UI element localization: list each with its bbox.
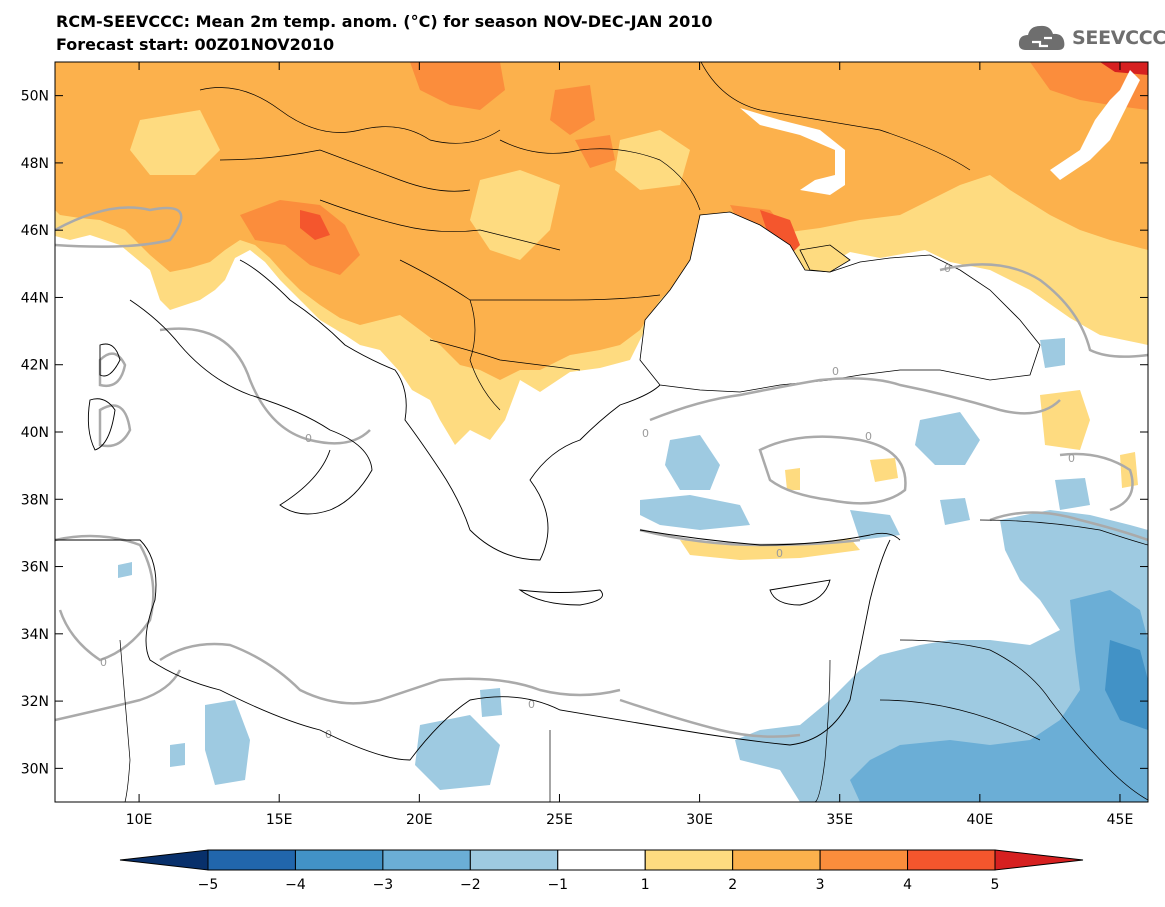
colorbar-tick-label: 5 (991, 877, 1000, 893)
contour-label: 0 (832, 365, 839, 378)
colorbar-tick-label: −5 (198, 877, 219, 893)
lat-tick-label: 44N (21, 290, 49, 306)
contour-label: 0 (776, 547, 783, 560)
warm-anomaly-4-5-region (300, 210, 330, 240)
warm-anomaly-3-4-region (575, 135, 615, 168)
lon-tick-label: 35E (826, 812, 853, 828)
latitude-axis: 50N 48N 46N 44N 42N 40N 38N 36N 34N 32N 30N (21, 89, 1148, 777)
cool-anomaly-2-3-region (850, 590, 1148, 802)
cool-anomaly-1-2-region (735, 510, 1148, 802)
cool-anomaly-1-2-patch (640, 495, 750, 530)
colorbar-lower-extension (119, 849, 209, 871)
colorbar-upper-extension (994, 849, 1084, 871)
crimea (799, 244, 851, 273)
colorbar-segment (469, 849, 559, 871)
lon-tick-label: 25E (546, 812, 573, 828)
colorbar-tick-label: 2 (728, 877, 737, 893)
contour-label: 0 (642, 427, 649, 440)
lat-tick-label: 50N (21, 89, 49, 105)
cool-anomaly-1-2-patch (205, 700, 250, 785)
lon-tick-label: 20E (406, 812, 433, 828)
longitude-axis: 10E 15E 20E 25E 30E 35E 40E 45E (126, 62, 1134, 828)
contour-label: 0 (305, 432, 312, 445)
warm-anomaly-3-4-region (240, 200, 360, 275)
colorbar-tick-label: −1 (547, 877, 568, 893)
lon-tick-label: 30E (686, 812, 713, 828)
colorbar: −5 −4 −3 −2 −1 1 2 3 4 5 (119, 849, 1084, 893)
colorbar-tick-label: 1 (641, 877, 650, 893)
contour-label: 0 (528, 698, 535, 711)
lat-tick-label: 30N (21, 761, 49, 777)
coastlines (55, 259, 901, 761)
warm-anomaly-1-2-patch (870, 458, 898, 482)
forecast-start-subtitle: Forecast start: 00Z01NOV2010 (56, 35, 335, 54)
contour-label: 0 (1068, 452, 1075, 465)
colorbar-tick-label: −2 (460, 877, 481, 893)
country-borders (119, 62, 1148, 802)
lat-tick-label: 38N (21, 492, 49, 508)
colorbar-tick-label: −4 (285, 877, 306, 893)
lat-tick-label: 48N (21, 156, 49, 172)
lat-tick-label: 34N (21, 627, 49, 643)
cool-anomaly-1-2-patch (1055, 478, 1090, 510)
cool-anomaly-1-2-patch (118, 562, 132, 578)
cool-anomaly-1-2-patch (850, 510, 900, 540)
lat-tick-label: 42N (21, 358, 49, 374)
cool-anomaly-1-2-patch (170, 743, 185, 767)
warm-anomaly-3-4-region (410, 62, 505, 110)
cool-anomaly-1-2-patch (915, 412, 980, 465)
lat-tick-label: 46N (21, 223, 49, 239)
logo-text: SEEVCCC (1072, 27, 1165, 49)
colorbar-segment (294, 849, 384, 871)
cool-anomaly-1-2-patch (480, 688, 502, 717)
cool-anomaly-3-4-region (1105, 640, 1148, 730)
colorbar-segment (907, 849, 996, 871)
contour-label: 0 (944, 262, 951, 275)
cool-anomaly-1-2-patch (415, 715, 500, 790)
warm-anomaly-gt5-region (1100, 62, 1148, 75)
lat-tick-label: 32N (21, 694, 49, 710)
colorbar-segment (644, 849, 734, 871)
warm-anomaly-3-4-region (550, 85, 595, 135)
colorbar-segment (557, 849, 646, 871)
inland-water (740, 70, 1140, 195)
colorbar-tick-label: 3 (816, 877, 825, 893)
cool-anomaly-1-2-patch (940, 498, 970, 525)
map-title: RCM-SEEVCCC: Mean 2m temp. anom. (°C) fo… (56, 12, 713, 31)
colorbar-tick-label: −3 (373, 877, 394, 893)
warm-anomaly-1-2-patch (470, 170, 560, 260)
warm-anomaly-2-3-region (55, 62, 1148, 380)
cloud-logo-icon (1018, 25, 1065, 50)
contour-label: 0 (865, 430, 872, 443)
contour-label: 0 (100, 656, 107, 669)
cool-anomaly-1-2-patch (1040, 338, 1065, 368)
seevccc-logo: SEEVCCC (1016, 20, 1165, 56)
map-field: 0 0 0 0 0 0 0 0 0 0 (55, 62, 1148, 802)
zero-contours (55, 206, 1148, 738)
lon-tick-label: 15E (266, 812, 293, 828)
lon-tick-label: 45E (1107, 812, 1134, 828)
lat-tick-label: 36N (21, 560, 49, 576)
lon-tick-label: 40E (967, 812, 994, 828)
colorbar-segment (819, 849, 909, 871)
cool-anomaly-1-2-patch (665, 435, 720, 490)
lon-tick-label: 10E (126, 812, 153, 828)
lat-tick-label: 40N (21, 425, 49, 441)
colorbar-tick-label: 4 (903, 877, 912, 893)
warm-anomaly-1-2-patch (1040, 390, 1090, 450)
colorbar-segment (207, 849, 296, 871)
warm-anomaly-1-2-patch (130, 110, 220, 175)
warm-anomaly-1-2-patch (615, 130, 690, 190)
colorbar-segment (382, 849, 471, 871)
warm-anomaly-1-2-patch (785, 468, 800, 490)
colorbar-segment (732, 849, 821, 871)
